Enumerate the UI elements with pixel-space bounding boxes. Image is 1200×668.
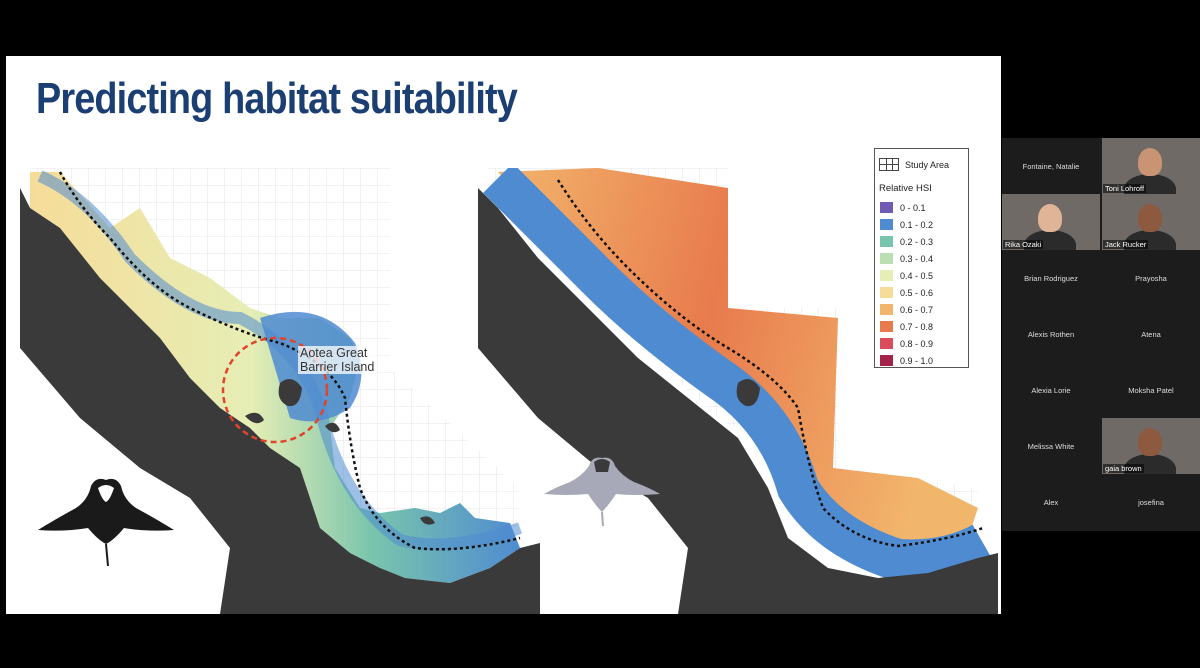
participant-name: Toni Lohroff [1103,184,1147,193]
habitat-map-left: Aotea Great Barrier Island [20,168,540,614]
legend-item: 0.9 - 1.0 [880,352,933,369]
participant-name: Atena [1141,329,1161,339]
participant-name: Alexis Rothen [1027,329,1075,339]
participant-name: Brian Rodriguez [1024,273,1078,283]
legend-item: 0.5 - 0.6 [880,284,933,301]
grid-icon [879,158,899,171]
participant-gallery: Fontaine, Natalie Toni Lohroff Rika Ozaki J… [1002,138,1200,531]
grey-manta-icon [544,457,660,526]
participant-tile[interactable]: Alex [1002,474,1100,530]
participant-name: gaia brown [1103,464,1144,473]
legend-title: Relative HSI [879,183,932,194]
participant-name: Alex [1043,497,1059,507]
participant-tile[interactable]: Fontaine, Natalie [1002,138,1100,194]
participant-video [1138,148,1162,176]
participant-tile[interactable]: Moksha Patel [1102,362,1200,418]
legend-swatch [880,321,893,332]
participant-tile[interactable]: Rika Ozaki [1002,194,1100,250]
legend-label: 0.7 - 0.8 [900,321,934,332]
legend-label: 0.3 - 0.4 [900,253,934,264]
participant-name: Moksha Patel [1128,385,1174,395]
legend-item: 0.1 - 0.2 [880,216,933,233]
participant-video [1138,428,1162,456]
hsi-legend: Study Area Relative HSI 0 - 0.1 0.1 - 0.2… [874,148,969,368]
participant-video [1138,204,1162,232]
participant-name: Alexia Lorie [1031,385,1071,395]
study-area-label: Study Area [905,159,950,170]
participant-name: Melissa White [1027,441,1075,451]
legend-label: 0.6 - 0.7 [900,304,934,315]
legend-swatch [880,219,893,230]
participant-name: Jack Rucker [1103,240,1149,249]
legend-label: 0.5 - 0.6 [900,287,934,298]
legend-swatch [880,236,893,247]
legend-label: 0 - 0.1 [900,202,926,213]
participant-name: Rika Ozaki [1003,240,1044,249]
participant-tile[interactable]: josefina [1102,474,1200,530]
legend-item: 0.4 - 0.5 [880,267,933,284]
legend-item: 0.7 - 0.8 [880,318,933,335]
participant-tile[interactable]: Melissa White [1002,418,1100,474]
legend-label: 0.4 - 0.5 [900,270,934,281]
legend-swatch [880,287,893,298]
black-manta-icon [38,478,174,566]
participant-tile[interactable]: Toni Lohroff [1102,138,1200,194]
legend-swatch [880,202,893,213]
presentation-slide: Predicting habitat suitability [6,56,1001,614]
participant-tile[interactable]: Atena [1102,306,1200,362]
participant-tile[interactable]: Alexis Rothen [1002,306,1100,362]
legend-swatch [880,253,893,264]
participant-name: Fontaine, Natalie [1022,161,1080,171]
callout-line-2: Barrier Island [300,360,375,374]
legend-items: 0 - 0.1 0.1 - 0.2 0.2 - 0.3 0.3 - 0.4 0.4 - … [880,199,933,369]
legend-swatch [880,338,893,349]
legend-item: 0.8 - 0.9 [880,335,933,352]
legend-swatch [880,355,893,366]
legend-swatch [880,304,893,315]
legend-label: 0.1 - 0.2 [900,219,934,230]
participant-tile[interactable]: gaia brown [1102,418,1200,474]
legend-item: 0.2 - 0.3 [880,233,933,250]
participant-video [1038,204,1062,232]
legend-swatch [880,270,893,281]
participant-tile[interactable]: Jack Rucker [1102,194,1200,250]
habitat-map-right [478,168,998,614]
study-area-key: Study Area [879,158,949,171]
legend-item: 0 - 0.1 [880,199,933,216]
participant-tile[interactable]: Prayosha [1102,250,1200,306]
legend-label: 0.9 - 1.0 [900,355,934,366]
legend-item: 0.3 - 0.4 [880,250,933,267]
participant-tile[interactable]: Alexia Lorie [1002,362,1100,418]
participant-tile[interactable]: Brian Rodriguez [1002,250,1100,306]
participant-name: Prayosha [1135,273,1167,283]
callout-line-1: Aotea Great [300,346,368,360]
island-callout: Aotea Great Barrier Island [298,346,377,374]
legend-item: 0.6 - 0.7 [880,301,933,318]
legend-label: 0.8 - 0.9 [900,338,934,349]
participant-name: josefina [1138,497,1164,507]
legend-label: 0.2 - 0.3 [900,236,934,247]
slide-title: Predicting habitat suitability [36,74,518,123]
